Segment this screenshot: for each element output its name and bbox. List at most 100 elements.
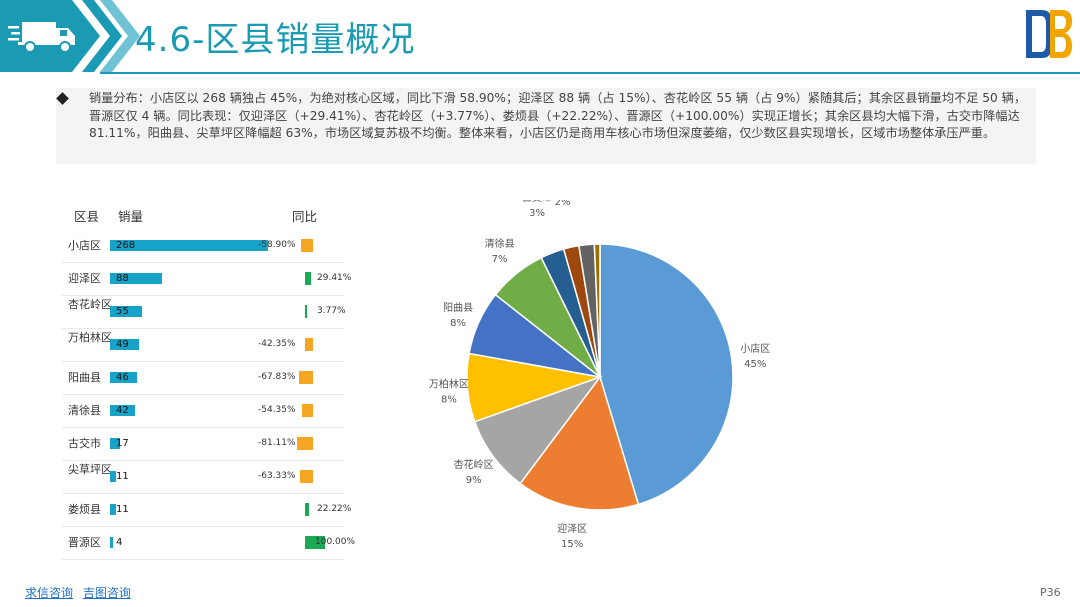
row-divider [62,427,344,428]
sales-bar [110,504,117,515]
sales-value: 268 [116,240,136,251]
yoy-value: -58.90% [258,240,296,250]
page-number: P36 [1040,586,1061,599]
table-row: 晋源区 4 100.00% [62,527,355,560]
yoy-growth-bar [305,536,325,549]
yoy-value: -67.83% [258,372,296,382]
sales-value: 4 [116,537,123,548]
summary-box: 销量分布：小店区以 268 辆独占 45%，为绝对核心区域，同比下滑 58.90… [56,88,1036,164]
table-row: 古交市 17 -81.11% [62,428,344,461]
table-row: 尖草坪区 11 -63.33% [62,461,344,494]
table-row: 娄烦县 11 22.22% [62,494,351,527]
pie-percent-label: 15% [561,539,583,550]
table-row: 小店区 268 -58.90% [62,230,344,263]
pie-category-label: 古交市 [522,200,552,204]
summary-text: 销量分布：小店区以 268 辆独占 45%，为绝对核心区域，同比下滑 58.90… [89,91,1027,140]
sales-bar [110,240,268,251]
row-divider [62,262,344,263]
district-name: 杏花岭区 [68,298,112,311]
pie-percent-label: 8% [441,394,457,405]
yoy-decline-bar [304,338,313,351]
row-divider [62,460,344,461]
yoy-decline-bar [300,470,313,483]
yoy-value: 29.41% [317,273,352,283]
pie-category-label: 迎泽区 [557,523,587,535]
footer-link-2[interactable]: 吉图咨询 [82,586,131,600]
header: 4.6-区县销量概况 [0,0,1080,74]
district-name: 娄烦县 [68,503,101,516]
yoy-value: -42.35% [258,339,296,349]
district-name: 尖草坪区 [68,463,112,476]
yoy-value: -81.11% [258,438,296,448]
sales-value: 88 [116,273,129,284]
row-divider [62,559,344,560]
table-row: 迎泽区 88 29.41% [62,263,351,296]
pie-category-label: 阳曲县 [443,302,473,314]
pie-slice [599,243,734,506]
sales-value: 46 [116,372,129,383]
pie-percent-label: 2% [555,200,571,208]
yoy-growth-bar [305,272,311,285]
footer-link-1[interactable]: 求信咨询 [25,586,74,600]
diamond-bullet-icon [56,92,69,105]
sales-value: 55 [116,306,129,317]
sales-value: 11 [116,504,129,515]
district-name: 小店区 [68,239,101,252]
yoy-value: 3.77% [317,306,346,316]
pie-percent-label: 8% [450,318,466,329]
pie-category-label: 万柏林区 [429,377,469,390]
pie-slice [473,375,603,485]
pie-slice [593,243,601,378]
table-row: 清徐县 42 -54.35% [62,395,344,428]
sales-bar [110,306,143,317]
yoy-growth-bar [305,503,310,516]
yoy-growth-bar [305,305,307,318]
sales-bar [110,438,121,449]
row-divider [62,361,344,362]
yoy-value: 22.22% [317,504,352,514]
row-divider [62,295,344,296]
row-divider [62,526,344,527]
pie-slice [519,375,640,511]
sales-value: 17 [116,438,129,449]
column-header-sales: 销量 [118,209,144,224]
district-name: 阳曲县 [68,371,101,384]
pie-category-label: 小店区 [740,342,770,355]
yoy-value: -63.33% [258,471,296,481]
sales-bar [110,339,139,350]
pie-category-label: 杏花岭区 [454,458,494,471]
sales-bar [110,273,162,284]
pie-percent-label: 9% [466,475,482,486]
yoy-decline-bar [299,371,313,384]
table-row: 万柏林区 49 -42.35% [62,329,344,362]
district-name: 迎泽区 [68,272,101,285]
sales-bar [110,537,113,548]
pie-percent-label: 7% [492,254,508,265]
sales-bar [110,405,135,416]
yoy-value: -54.35% [258,405,296,415]
district-name: 晋源区 [68,536,101,549]
sales-value: 11 [116,471,129,482]
yoy-decline-bar [302,404,313,417]
page-title: 4.6-区县销量概况 [135,20,416,60]
column-header-yoy: 同比 [292,209,318,224]
row-divider [62,394,344,395]
table-row: 阳曲县 46 -67.83% [62,362,344,395]
district-name: 古交市 [68,437,101,450]
district-share-pie-chart: 小店区45%迎泽区15%杏花岭区9%万柏林区8%阳曲县8%清徐县7%古交市3%尖… [429,200,770,550]
truck-icon [8,22,75,53]
district-sales-table: 区县 销量 同比 小店区 268 -58.90% 迎泽区 88 29.41% 杏花岭区 55 3… [62,200,362,560]
footer-links: 求信咨询 吉图咨询 [25,584,137,601]
yoy-decline-bar [301,239,313,252]
yoy-value: 100.00% [315,537,356,547]
row-divider [62,493,344,494]
sales-bar [110,471,117,482]
sales-bar [110,372,138,383]
column-header-district: 区县 [74,209,100,224]
row-divider [62,328,344,329]
header-underline [100,72,1080,74]
sales-value: 49 [116,339,129,350]
pie-category-label: 清徐县 [485,237,515,250]
district-name: 万柏林区 [68,331,112,344]
yoy-decline-bar [296,437,313,450]
